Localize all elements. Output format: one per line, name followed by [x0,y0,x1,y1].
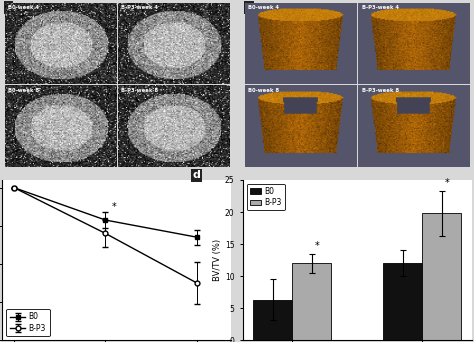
Bar [383,263,422,340]
Legend: B0, B-P3: B0, B-P3 [246,184,284,210]
Text: *: * [445,178,449,188]
Y-axis label: BV/TV (%): BV/TV (%) [213,239,222,281]
Bar [253,300,292,340]
Text: b: b [245,2,253,13]
Text: *: * [112,202,117,212]
Bar [292,263,331,340]
Text: d: d [192,170,200,180]
Bar [422,213,461,340]
Text: *: * [314,240,319,251]
Text: a: a [5,2,12,13]
Legend: B0, B-P3: B0, B-P3 [6,308,50,337]
